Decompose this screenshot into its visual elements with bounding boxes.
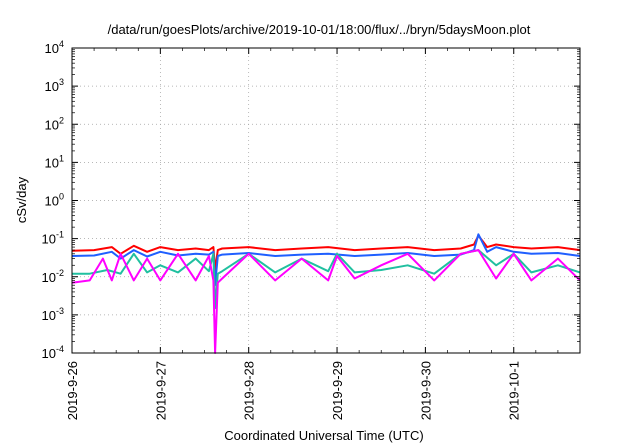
y-tick-label: 10-2 (42, 268, 64, 285)
series-group (71, 233, 581, 354)
y-tick-label: 10-1 (42, 230, 64, 247)
y-tick-label: 102 (45, 115, 64, 132)
x-tick-label: 2019-9-26 (65, 361, 80, 420)
x-axis: 2019-9-26 2019-9-27 2019-9-28 2019-9-29 2019… (65, 48, 559, 420)
x-tick-label: 2019-9-30 (418, 361, 433, 420)
y-tick-label: 104 (45, 39, 64, 56)
x-tick-label: 2019-9-27 (153, 361, 168, 420)
x-tick-label: 2019-9-29 (330, 361, 345, 420)
y-axis: 10-4 10-3 10-2 10-1 100 101 102 103 104 (42, 39, 580, 361)
x-tick-label: 2019-10-1 (507, 361, 522, 420)
chart-title: /data/run/goesPlots/archive/2019-10-01/1… (108, 22, 531, 37)
grid (72, 48, 580, 353)
y-tick-label: 10-3 (42, 306, 64, 323)
x-axis-label: Coordinated Universal Time (UTC) (224, 428, 423, 443)
series-line-2 (71, 233, 581, 287)
y-tick-label: 100 (45, 192, 64, 209)
series-line-3 (72, 249, 581, 310)
series-line-4 (71, 249, 581, 354)
y-axis-label: cSv/day (14, 176, 29, 223)
series-line-1 (71, 234, 581, 271)
y-tick-label: 10-4 (42, 344, 64, 361)
x-tick-label: 2019-9-28 (242, 361, 257, 420)
y-tick-label: 101 (45, 153, 64, 170)
y-tick-label: 103 (45, 77, 64, 94)
